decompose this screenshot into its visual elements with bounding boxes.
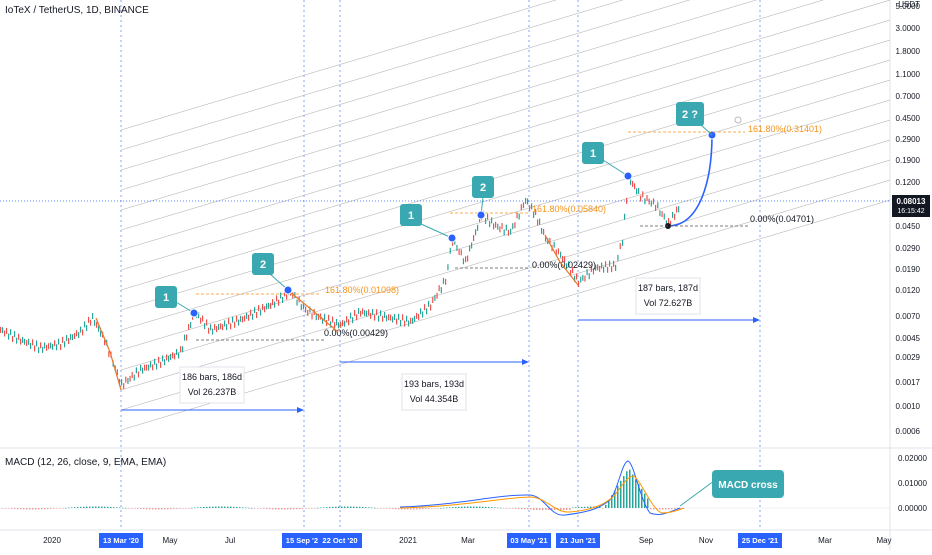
- time-highlight: [507, 533, 551, 548]
- time-highlight-label: 13 Mar '20: [103, 536, 139, 545]
- price-label: 0.0017: [896, 378, 921, 387]
- last-price-countdown: 16:15:42: [897, 208, 924, 215]
- price-label: 0.4500: [896, 114, 921, 123]
- time-highlight-label: 25 Dec '21: [742, 536, 778, 545]
- measure-bars-1: 186 bars, 186d: [182, 372, 242, 382]
- fib-0-label-3: 0.00%(0.04701): [750, 214, 814, 224]
- measure-bars-3: 187 bars, 187d: [638, 283, 698, 293]
- time-label-may2: May: [876, 536, 891, 545]
- time-highlight-label: 03 May '21: [510, 536, 547, 545]
- fib-161-label-1: 161.80%(0.01098): [325, 285, 399, 295]
- time-label-mar: Mar: [461, 536, 475, 545]
- time-highlight: [738, 533, 782, 548]
- time-highlight: [282, 533, 326, 548]
- wave-callout-2c: 2 ?: [676, 102, 713, 136]
- wave-callout-2a: 2: [252, 253, 293, 295]
- fib-161-label-2: 161.80%(0.05840): [532, 204, 606, 214]
- wave-callout-2b: 2: [472, 176, 494, 220]
- price-label: 0.0029: [896, 353, 921, 362]
- svg-text:1: 1: [408, 210, 414, 222]
- last-price-value: 0.08013: [897, 197, 926, 206]
- fib-0-label-1: 0.00%(0.00429): [324, 328, 388, 338]
- fib-161-label-3: 161.80%(0.31401): [748, 124, 822, 134]
- measure-vol-1: Vol 26.237B: [188, 387, 237, 397]
- time-label-jul: Jul: [225, 536, 235, 545]
- time-highlight: [99, 533, 143, 548]
- price-label: 1.1000: [896, 70, 921, 79]
- price-label: 0.7000: [896, 92, 921, 101]
- price-label: 0.0450: [896, 222, 921, 231]
- time-highlight: [556, 533, 600, 548]
- svg-text:2 ?: 2 ?: [682, 109, 698, 121]
- time-label-mar2: Mar: [818, 536, 832, 545]
- price-label: 0.0190: [896, 265, 921, 274]
- measure-box-1: [179, 366, 245, 404]
- svg-text:2: 2: [260, 259, 266, 271]
- price-label: 0.0120: [896, 286, 921, 295]
- price-label: 3.0000: [896, 24, 921, 33]
- fib-0-label-2: 0.00%(0.02429): [532, 260, 596, 270]
- macd-label-2: 0.01000: [898, 479, 927, 488]
- measure-box-2: [401, 373, 467, 411]
- time-label-2020: 2020: [43, 536, 61, 545]
- time-highlight: [318, 533, 362, 548]
- measure-vol-3: Vol 72.627B: [644, 298, 693, 308]
- price-label: 0.1900: [896, 156, 921, 165]
- measure-bars-2: 193 bars, 193d: [404, 379, 464, 389]
- price-label: 0.2900: [896, 135, 921, 144]
- last-price-badge: [892, 195, 930, 217]
- price-label: 1.8000: [896, 47, 921, 56]
- price-label: 5.0000: [896, 2, 921, 11]
- wave-callout-1b: 1: [400, 204, 457, 243]
- price-label: 0.0045: [896, 334, 921, 343]
- chart-title: IoTeX / TetherUS, 1D, BINANCE: [5, 5, 149, 16]
- svg-text:2: 2: [480, 182, 486, 194]
- price-axis-unit: USDT: [898, 0, 920, 9]
- macd-label-1: 0.02000: [898, 454, 927, 463]
- svg-text:1: 1: [590, 148, 596, 160]
- measure-box-3: [635, 277, 701, 315]
- macd-cross-callout: [712, 470, 784, 498]
- time-label-nov: Nov: [699, 536, 713, 545]
- wave-callout-1c: 1: [582, 142, 633, 181]
- wave-callout-1a: 1: [155, 286, 199, 318]
- svg-text:1: 1: [163, 292, 169, 304]
- macd-cross-label: MACD cross: [718, 480, 778, 491]
- price-label: 0.0010: [896, 402, 921, 411]
- time-highlight-label: 21 Jun '21: [560, 536, 596, 545]
- time-axis: 2020 May Jul 2021 Mar Sep Nov Mar May: [43, 536, 891, 545]
- measure-vol-2: Vol 44.354B: [410, 394, 459, 404]
- price-label: 0.0006: [896, 427, 921, 436]
- macd-label-3: 0.00000: [898, 504, 927, 513]
- time-label-sep: Sep: [639, 536, 654, 545]
- macd-title: MACD (12, 26, close, 9, EMA, EMA): [5, 457, 166, 468]
- time-highlight-label: 15 Sep '20: [286, 536, 322, 545]
- price-label: 0.0290: [896, 244, 921, 253]
- time-label-2021: 2021: [399, 536, 417, 545]
- time-label-may: May: [162, 536, 177, 545]
- price-label: 0.1200: [896, 178, 921, 187]
- price-label: 0.0070: [896, 312, 921, 321]
- time-highlight-label: 22 Oct '20: [322, 536, 357, 545]
